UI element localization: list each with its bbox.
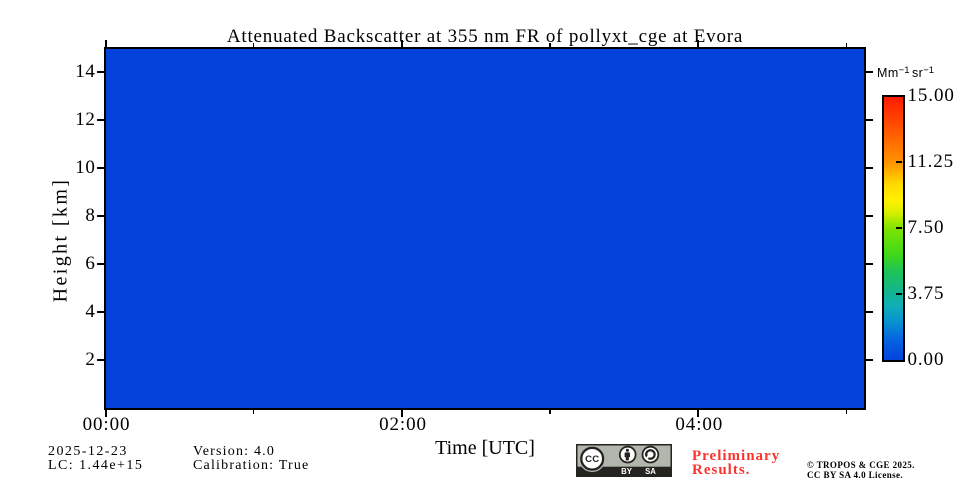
svg-text:CC: CC [585,454,599,465]
svg-text:BY: BY [621,467,633,476]
svg-text:SA: SA [645,467,656,476]
